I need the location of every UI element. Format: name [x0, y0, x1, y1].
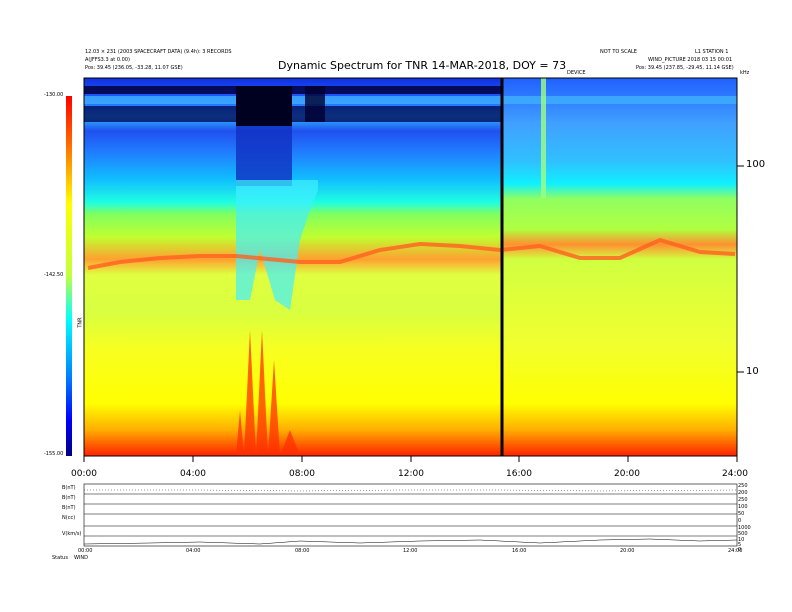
- spectrogram-right: [503, 78, 737, 456]
- dark-patch-2: [236, 126, 292, 186]
- red-spikes: [236, 330, 300, 456]
- info-left-3: Pos: 39.45 (236.05, -33.28, 11.07 GSE): [85, 65, 183, 71]
- density-trace: [83, 538, 738, 545]
- info-mid: DEVICE: [567, 70, 586, 76]
- colorbar-tick-bottom: -155.00: [44, 451, 64, 457]
- x-tick-0800: 08:00: [289, 469, 315, 479]
- panel-xtick-2: 08:00: [295, 548, 310, 554]
- dark-band-2: [84, 106, 502, 122]
- dark-patch-3: [305, 86, 325, 122]
- panel-xtick-3: 12:00: [403, 548, 418, 554]
- panel-rtick-4: 50: [738, 511, 745, 517]
- info-right-4: Pos: 39.45 (237.85, -29.45, 11.14 GSE): [636, 65, 734, 71]
- y-tick-10: 10: [746, 366, 759, 377]
- footer-label: WIND: [74, 555, 89, 561]
- info-left-1: 12.03 × 231 (2003 SPACECRAFT DATA) (9.4h…: [85, 49, 232, 55]
- panel-rtick-9: 5: [738, 542, 742, 548]
- lower-panels: [83, 483, 738, 547]
- panel-xtick-6: 24:00: [728, 548, 743, 554]
- panel-rtick-8: 10: [738, 537, 745, 543]
- info-right-1: NOT TO SCALE: [600, 49, 637, 55]
- x-tick-2400: 24:00: [722, 469, 748, 479]
- info-right-3: WIND_PICTURE 2018 03 15 00:01: [648, 57, 733, 63]
- panel-label-5: V(km/s): [62, 531, 82, 537]
- panel-rtick-1: 200: [738, 490, 748, 496]
- dark-band-1: [84, 86, 502, 94]
- colorbar-tick-top: -130.00: [44, 92, 64, 98]
- y-tick-100: 100: [746, 159, 766, 170]
- panel-rtick-0: 250: [738, 483, 748, 489]
- panel-rtick-2: 250: [738, 497, 748, 503]
- panel-rtick-6: 1000: [738, 525, 751, 531]
- panel-rtick-5: 0: [738, 518, 742, 524]
- x-tick-1600: 16:00: [506, 469, 532, 479]
- colorbar: [66, 96, 72, 456]
- panel-label-2: B(nT): [62, 495, 76, 501]
- cyan-dip: [236, 180, 318, 310]
- colorbar-tick-mid: -142.50: [44, 272, 64, 278]
- x-tick-0000: 00:00: [71, 469, 97, 479]
- emission-band: [87, 237, 736, 270]
- panel-rtick-7: 500: [738, 531, 748, 537]
- panel-xtick-5: 20:00: [620, 548, 635, 554]
- burst-streak: [541, 78, 546, 198]
- panel-xtick-4: 16:00: [512, 548, 527, 554]
- corner-right: kHz: [740, 70, 750, 76]
- info-right-2: L1 STATION 1: [695, 49, 729, 55]
- info-left-2: A(JFFS3.3 at 0.00): [85, 57, 130, 63]
- x-tick-1200: 12:00: [398, 469, 424, 479]
- panel-xtick-1: 04:00: [186, 548, 201, 554]
- b-trace: [84, 489, 738, 492]
- dark-patch-1: [236, 86, 292, 126]
- panel-label-1: B(nT): [62, 485, 76, 491]
- panel-label-4: N(cc): [62, 515, 76, 521]
- footer-status: Status: [52, 555, 68, 561]
- panel-rtick-10: 0: [738, 547, 742, 553]
- x-tick-marks: [83, 456, 738, 462]
- panel-xtick-0: 00:00: [78, 548, 93, 554]
- chart-title: Dynamic Spectrum for TNR 14-MAR-2018, DO…: [278, 59, 567, 72]
- x-tick-0400: 04:00: [180, 469, 206, 479]
- panel-rtick-3: 100: [738, 504, 748, 510]
- light-band: [84, 96, 737, 104]
- x-tick-2000: 20:00: [614, 469, 640, 479]
- panel-label-3: B(nT): [62, 505, 76, 511]
